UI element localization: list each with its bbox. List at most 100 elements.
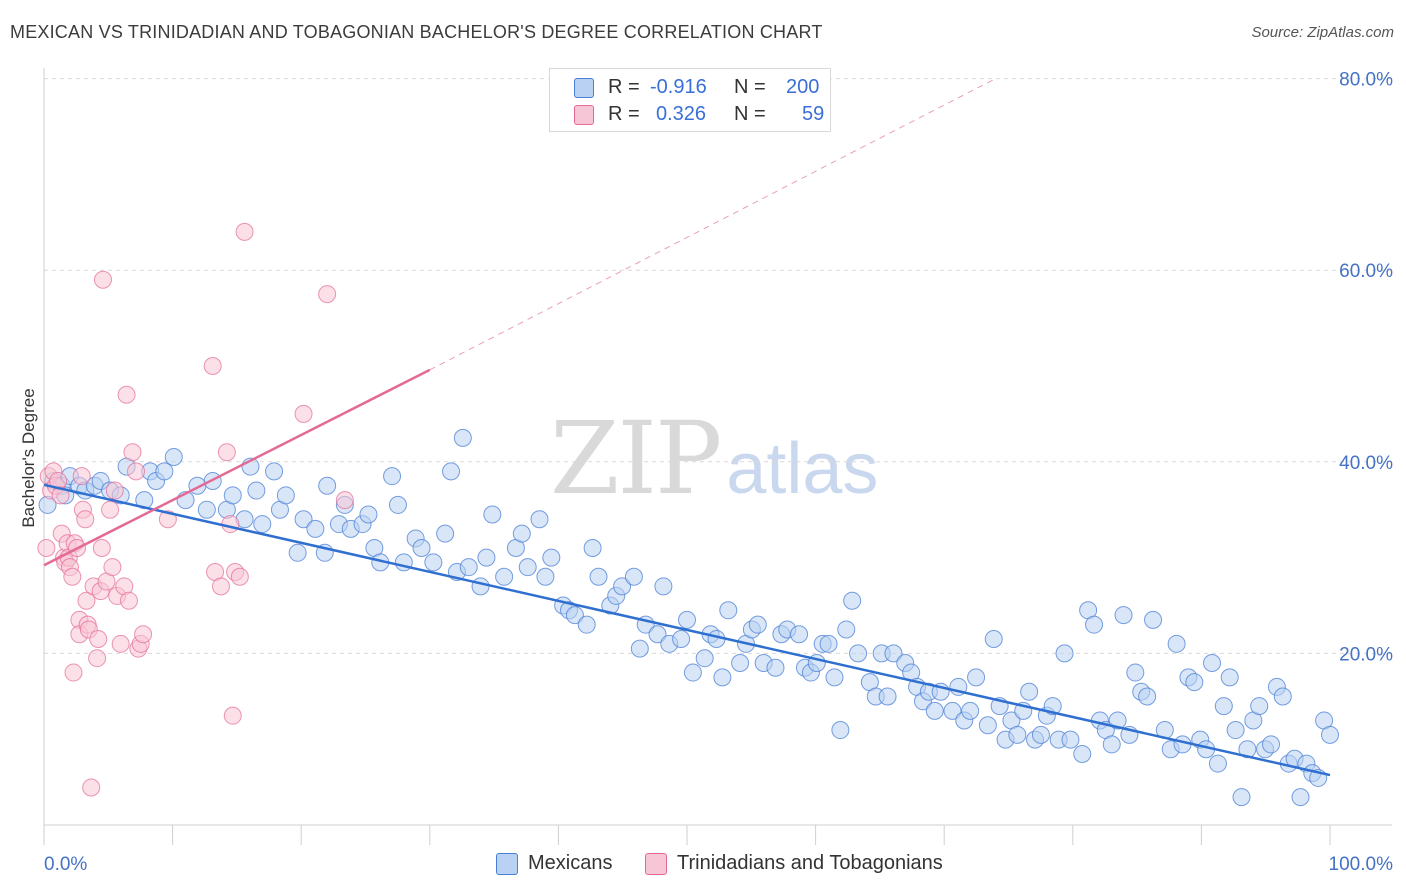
bottom-legend-label: Mexicans xyxy=(528,852,613,874)
y-tick-label: 80.0% xyxy=(1339,70,1393,91)
x-tick-label: 100.0% xyxy=(1329,854,1394,875)
mexicans-point xyxy=(1073,744,1092,763)
trinidadians-point xyxy=(203,357,222,375)
mexicans-point xyxy=(197,500,216,519)
mexicans-point xyxy=(695,649,714,668)
mexicans-point xyxy=(1108,711,1127,730)
trinidadians-point xyxy=(123,443,142,462)
mexicans-point xyxy=(359,505,378,524)
trinidadians-point xyxy=(37,539,56,558)
watermark-atlas: atlas xyxy=(726,429,879,509)
mexicans-point xyxy=(766,658,785,677)
trinidadians-point xyxy=(127,462,146,481)
mexicans-point xyxy=(495,567,514,586)
mexicans-point xyxy=(294,510,313,529)
trinidadians-point xyxy=(72,467,91,486)
legend-n-label: N = xyxy=(734,76,766,98)
mexicans-point xyxy=(672,630,691,649)
mexicans-point xyxy=(925,701,944,720)
mexicans-point xyxy=(265,462,284,481)
mexicans-point xyxy=(453,428,472,447)
trinidadians-point xyxy=(119,591,138,610)
mexicans-point xyxy=(1291,788,1310,807)
legend-r-label: R = xyxy=(608,103,640,125)
legend-n-value: 59 xyxy=(802,103,825,125)
bottom-legend-swatch-trinidadians xyxy=(645,853,667,875)
trinidadians-point xyxy=(230,567,249,586)
mexicans-point xyxy=(1031,725,1050,744)
mexicans-point xyxy=(247,481,266,500)
mexicans-point xyxy=(589,567,608,586)
trinidadians-point xyxy=(221,515,240,534)
mexicans-trend-line xyxy=(43,483,1331,777)
y-tick-label: 20.0% xyxy=(1339,644,1393,665)
grid-lines xyxy=(44,78,1392,654)
mexicans-point xyxy=(436,524,455,543)
mexicans-point xyxy=(1085,615,1104,634)
mexicans-point xyxy=(536,567,555,586)
mexicans-point xyxy=(253,515,272,534)
mexicans-point xyxy=(1208,754,1227,773)
trinidadians-point xyxy=(64,663,83,682)
mexicans-points xyxy=(38,428,1339,807)
mexicans-point xyxy=(984,630,1003,649)
trinidadians-trend-line xyxy=(43,368,431,567)
mexicans-point xyxy=(719,601,738,620)
mexicans-point xyxy=(978,716,997,735)
trinidadians-trend-extension xyxy=(429,78,996,371)
mexicans-point xyxy=(318,476,337,495)
trinidadians-point xyxy=(158,510,177,529)
trinidadians-point xyxy=(223,706,242,725)
legend-n-label: N = xyxy=(734,103,766,125)
mexicans-point xyxy=(683,663,702,682)
trinidadians-point xyxy=(63,567,82,586)
mexicans-point xyxy=(648,625,667,644)
mexicans-point xyxy=(424,553,443,572)
legend-r-value: 0.326 xyxy=(656,103,707,125)
mexicans-point xyxy=(306,519,325,538)
mexicans-point xyxy=(831,721,850,740)
trinidadians-point xyxy=(51,486,70,505)
mexicans-point xyxy=(1250,697,1269,716)
trinidadians-point xyxy=(294,404,313,423)
mexicans-point xyxy=(471,577,490,596)
mexicans-point xyxy=(961,701,980,720)
mexicans-point xyxy=(748,615,767,634)
trinidadians-point xyxy=(88,649,107,668)
trinidadians-point xyxy=(76,510,95,529)
mexicans-point xyxy=(1262,735,1281,754)
y-tick-label: 40.0% xyxy=(1339,453,1393,474)
mexicans-point xyxy=(1114,606,1133,625)
mexicans-point xyxy=(837,620,856,639)
trinidadians-point xyxy=(211,577,230,596)
legend-swatch-trinidadians xyxy=(574,105,594,125)
mexicans-point xyxy=(512,524,531,543)
mexicans-point xyxy=(483,505,502,524)
correlation-legend: R = -0.916 N = 200 R = 0.326 N = 59 xyxy=(549,68,831,132)
x-tick-label: 0.0% xyxy=(44,854,87,875)
mexicans-point xyxy=(713,668,732,687)
mexicans-point xyxy=(1126,663,1145,682)
mexicans-point xyxy=(654,577,673,596)
mexicans-point xyxy=(442,462,461,481)
trinidadians-point xyxy=(318,285,337,304)
mexicans-point xyxy=(967,668,986,687)
mexicans-point xyxy=(388,495,407,514)
chart-title: MEXICAN VS TRINIDADIAN AND TOBAGONIAN BA… xyxy=(10,22,823,42)
bottom-legend-swatch-mexicans xyxy=(496,853,518,875)
tick-labels: 20.0% 40.0% 60.0% 80.0% 0.0% 100.0% xyxy=(44,70,1393,875)
source-label: Source: ZipAtlas.com xyxy=(1251,24,1394,41)
axes xyxy=(43,68,1392,845)
trinidadians-point xyxy=(82,778,101,797)
mexicans-point xyxy=(1102,735,1121,754)
mexicans-point xyxy=(288,543,307,562)
mexicans-point xyxy=(565,606,584,625)
mexicans-point xyxy=(825,668,844,687)
y-axis-label: Bachelor's Degree xyxy=(19,388,38,527)
trinidadians-point xyxy=(111,634,130,653)
legend-n-value: 200 xyxy=(786,76,820,98)
mexicans-point xyxy=(1321,725,1339,744)
mexicans-point xyxy=(223,486,242,505)
mexicans-point xyxy=(530,510,549,529)
y-tick-label: 60.0% xyxy=(1339,261,1393,282)
